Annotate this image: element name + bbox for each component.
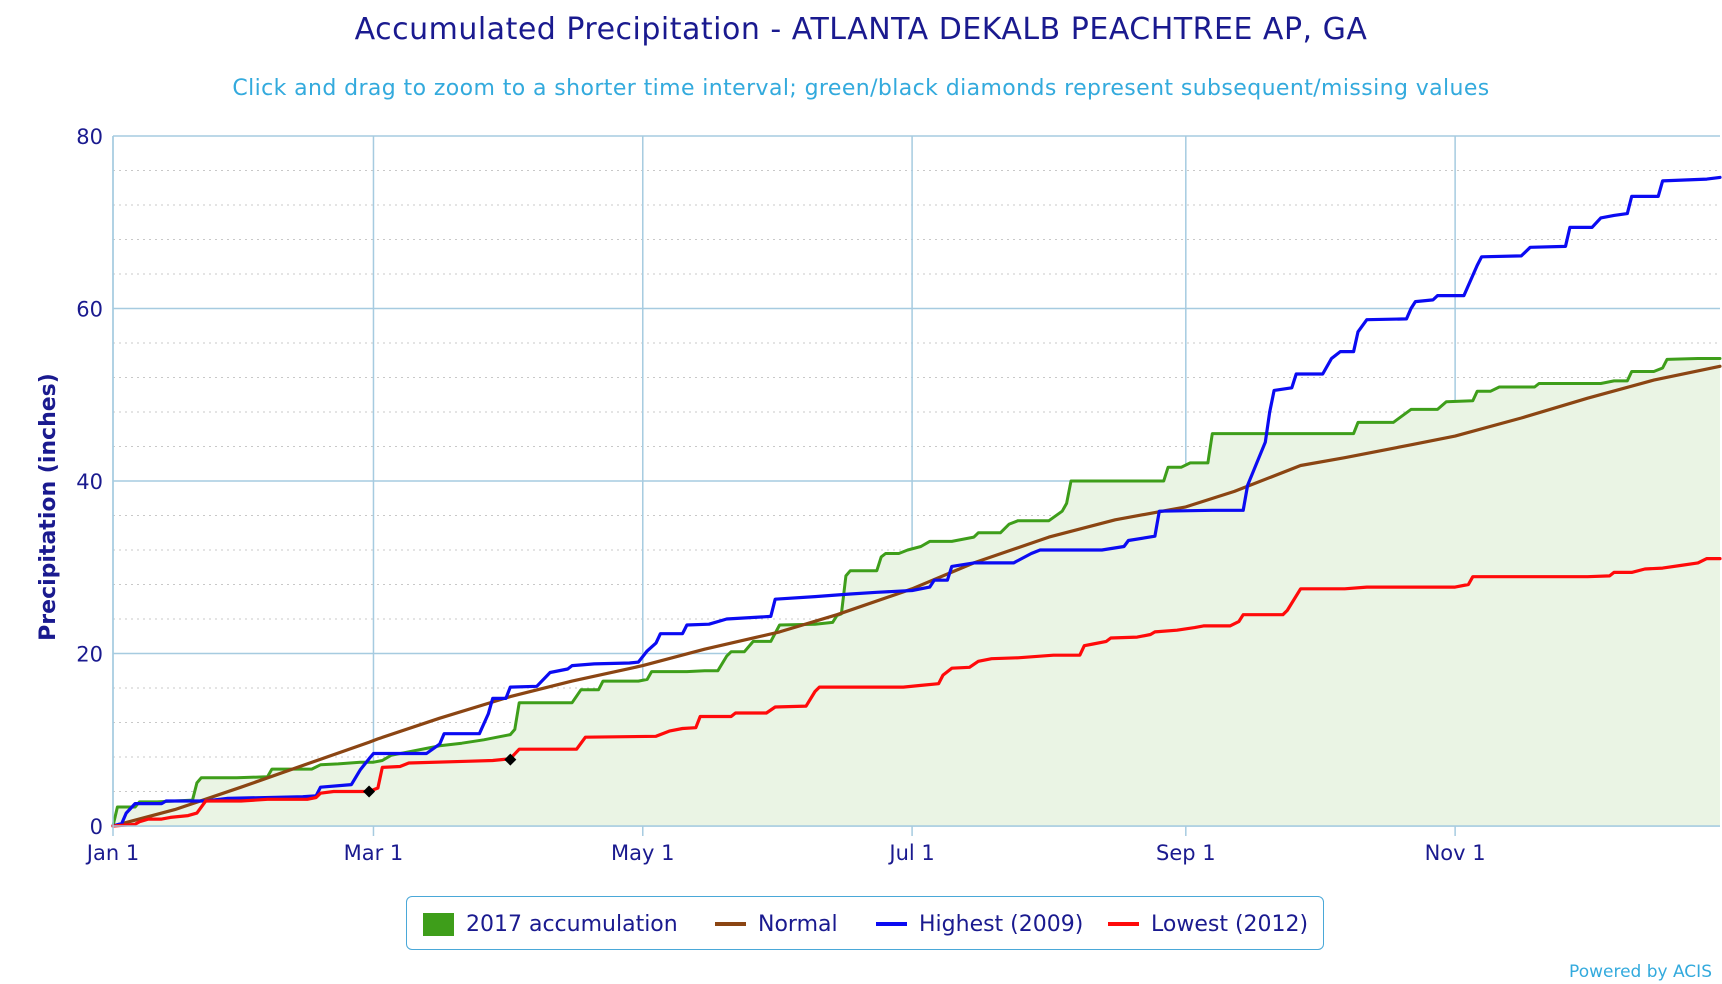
legend-item-highest[interactable]: Highest (2009) xyxy=(876,897,1083,951)
series-normal-line xyxy=(111,364,1722,828)
powered-by-credit[interactable]: Powered by ACIS xyxy=(1569,962,1712,982)
legend-swatch-lowest xyxy=(1108,922,1139,926)
series-lowest-line xyxy=(111,556,1722,828)
legend-item-lowest[interactable]: Lowest (2012) xyxy=(1108,897,1308,951)
legend-swatch-accumulation xyxy=(423,912,454,936)
series-accumulation-fill xyxy=(113,358,1720,826)
x-tick-label: Sep 1 xyxy=(1156,841,1216,865)
x-tick-label: Jul 1 xyxy=(887,841,934,865)
y-tick-label: 20 xyxy=(76,643,103,667)
missing-value-marker xyxy=(363,785,376,798)
legend-label-lowest: Lowest (2012) xyxy=(1151,911,1309,937)
x-tick-label: Jan 1 xyxy=(85,841,139,865)
y-tick-label: 40 xyxy=(76,470,103,494)
series-highest-line xyxy=(111,175,1722,828)
legend-swatch-highest xyxy=(876,922,907,926)
x-tick-label: Mar 1 xyxy=(344,841,404,865)
x-tick-label: May 1 xyxy=(611,841,674,865)
legend-label-accumulation: 2017 accumulation xyxy=(466,911,678,937)
legend-label-highest: Highest (2009) xyxy=(919,911,1084,937)
legend: 2017 accumulation Normal Highest (2009) … xyxy=(406,896,1324,950)
legend-item-accumulation[interactable]: 2017 accumulation xyxy=(423,897,678,951)
y-tick-label: 0 xyxy=(90,815,103,839)
chart-subtitle: Click and drag to zoom to a shorter time… xyxy=(232,76,1490,101)
y-tick-label: 80 xyxy=(76,125,103,149)
missing-value-marker xyxy=(504,753,517,766)
legend-label-normal: Normal xyxy=(758,911,838,937)
chart-title: Accumulated Precipitation - ATLANTA DEKA… xyxy=(354,12,1368,47)
y-axis-label: Precipitation (inches) xyxy=(36,373,61,641)
x-tick-label: Nov 1 xyxy=(1425,841,1486,865)
y-tick-label: 60 xyxy=(76,298,103,322)
legend-swatch-normal xyxy=(715,922,746,926)
legend-item-normal[interactable]: Normal xyxy=(715,897,838,951)
